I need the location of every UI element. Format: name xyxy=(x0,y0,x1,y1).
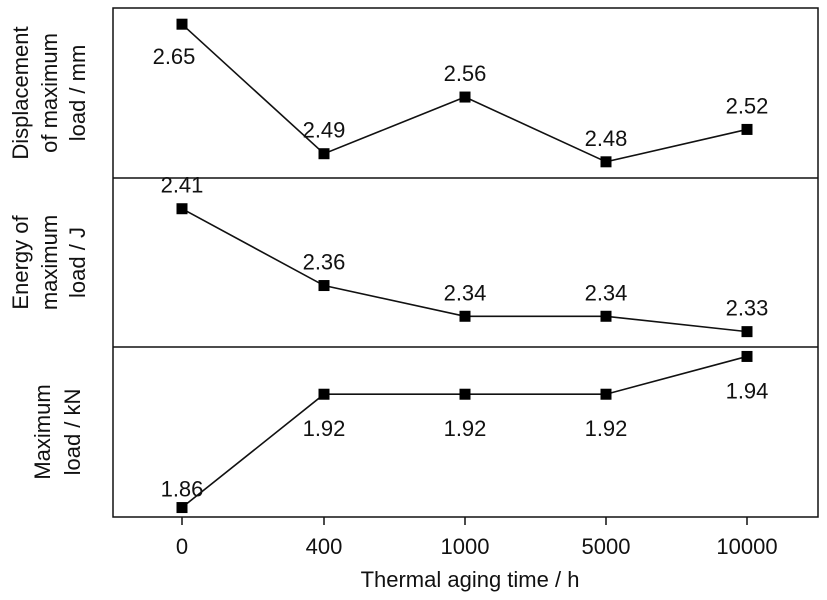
x-tick-label: 1000 xyxy=(441,534,490,559)
data-label: 1.86 xyxy=(161,477,204,502)
data-label: 2.48 xyxy=(585,126,628,151)
data-point xyxy=(741,326,753,338)
data-label: 2.65 xyxy=(153,44,196,69)
data-point xyxy=(600,310,612,322)
data-label: 2.49 xyxy=(303,118,346,143)
x-axis-title: Thermal aging time / h xyxy=(361,567,580,592)
data-point xyxy=(600,388,612,400)
y-axis-title-line: Displacement xyxy=(8,26,33,159)
y-axis-title-line: Energy of xyxy=(8,215,33,310)
y-axis-title-line: load / kN xyxy=(60,389,85,476)
y-axis-title: Maximum load / kN xyxy=(30,384,85,479)
y-axis-title-line: of maximum xyxy=(37,33,62,153)
data-point xyxy=(459,310,471,322)
data-label: 1.94 xyxy=(726,378,769,403)
data-label: 1.92 xyxy=(585,416,628,441)
y-axis-title-line: Maximum xyxy=(30,384,55,479)
x-tick-label: 5000 xyxy=(582,534,631,559)
data-point xyxy=(459,388,471,400)
x-tick-label: 400 xyxy=(306,534,343,559)
data-point xyxy=(318,388,330,400)
y-axis-titles: Displacement of maximum load / mm Energy of… xyxy=(8,26,90,479)
data-point xyxy=(176,203,188,215)
data-point xyxy=(318,280,330,292)
data-label: 2.33 xyxy=(726,296,769,321)
data-point xyxy=(600,156,612,168)
data-point xyxy=(176,502,188,514)
data-label: 2.34 xyxy=(444,280,487,305)
y-axis-title-line: load / J xyxy=(65,227,90,298)
data-label: 1.92 xyxy=(444,416,487,441)
data-label: 2.34 xyxy=(585,280,628,305)
data-point xyxy=(741,350,753,362)
panel-series: 2.65 2.49 2.56 2.48 2.52 2.41 2.36 2.34 2.34 2.33… xyxy=(153,18,769,514)
data-label: 1.92 xyxy=(303,416,346,441)
y-axis-title: Energy of maximum load / J xyxy=(8,215,90,311)
y-axis-title: Displacement of maximum load / mm xyxy=(8,26,90,159)
x-tick-label: 0 xyxy=(176,534,188,559)
x-tick-label: 10000 xyxy=(716,534,777,559)
data-point xyxy=(176,18,188,30)
data-point xyxy=(459,91,471,103)
x-axis: 0 400 1000 5000 10000 xyxy=(176,517,778,559)
data-point xyxy=(318,148,330,160)
data-label: 2.41 xyxy=(161,173,204,198)
data-label: 2.36 xyxy=(303,250,346,275)
y-axis-title-line: load / mm xyxy=(65,45,90,142)
y-axis-title-line: maximum xyxy=(37,215,62,310)
data-point xyxy=(741,123,753,135)
data-label: 2.56 xyxy=(444,61,487,86)
data-label: 2.52 xyxy=(726,93,769,118)
